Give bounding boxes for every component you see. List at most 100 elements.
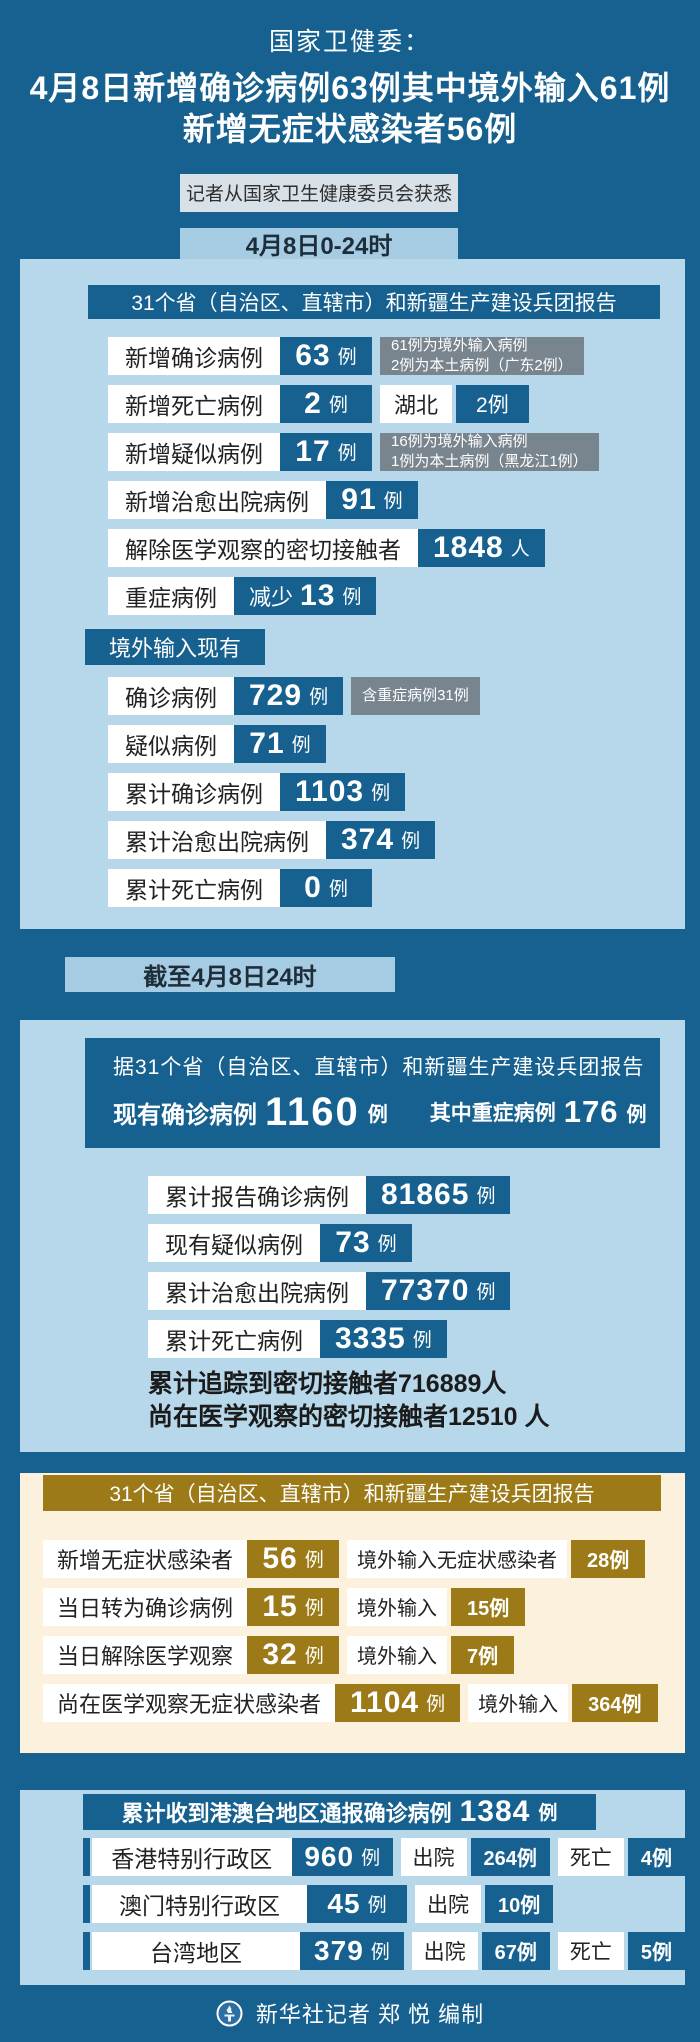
imported-existing-label: 境外输入现有 (85, 628, 265, 665)
row-value-box: 45 例 (307, 1884, 407, 1923)
row-note-line: 16例为境外输入病例 (391, 433, 528, 451)
row-value-box: 960 例 (291, 1837, 393, 1876)
row-value-box: 374 例 (326, 820, 436, 859)
severe-cases-unit: 例 (626, 1103, 647, 1126)
cumulative-summary-box: 据31个省（自治区、直辖市）和新疆生产建设兵团报告 现有确诊病例 1160 例 … (85, 1037, 660, 1148)
row-value-unit: 例 (370, 1942, 390, 1964)
stat-row: 解除医学观察的密切接触者 1848 人 (108, 528, 685, 567)
tab-cumulative: 截至4月8日24时 (65, 956, 395, 992)
row-value-unit: 例 (361, 1848, 381, 1870)
daily-report-header: 31个省（自治区、直辖市）和新疆生产建设兵团报告 (88, 284, 660, 319)
row-value-unit: 例 (291, 735, 311, 757)
stat-row: 新增疑似病例 17 例 16例为境外输入病例 1例为本土病例（黑龙江1例） (108, 432, 685, 471)
stat-row: 疑似病例 71 例 (108, 724, 685, 763)
stat-row: 澳门特别行政区 45 例 出院 10例 (83, 1884, 685, 1923)
stat-row: 当日解除医学观察 32 例 境外输入 7例 (43, 1635, 685, 1674)
header-section: 国家卫健委： 4月8日新增确诊病例63例其中境外输入61例 新增无症状感染者56… (0, 0, 700, 212)
footer: 新华社记者 郑 悦 编制 (0, 1985, 700, 2042)
row-region-label: 香港特别行政区 (91, 1837, 292, 1876)
row-note: 含重症病例31例 (351, 676, 480, 715)
row-label: 累计治愈出院病例 (148, 1271, 366, 1310)
row-value-box: 56 例 (247, 1539, 340, 1578)
panel-hmt: 累计收到港澳台地区通报确诊病例 1384 例 香港特别行政区 960 例出院 264例… (20, 1789, 686, 1985)
contact-traced-line: 累计追踪到密切接触者716889人 (148, 1369, 507, 1398)
xinhua-logo-icon (216, 2000, 243, 2027)
row-value-unit: 例 (476, 1186, 496, 1208)
hmt-header: 累计收到港澳台地区通报确诊病例 1384 例 (83, 1793, 596, 1830)
stat-row: 香港特别行政区 960 例出院 264例 死亡 4例 (83, 1837, 686, 1876)
row-label: 现有疑似病例 (148, 1223, 320, 1262)
row-value-number: 73 (335, 1225, 371, 1259)
row-value-box: 17 例 (280, 432, 372, 471)
row-value-box: 1103 例 (280, 772, 406, 811)
stat-row: 新增死亡病例 2 例湖北 2例 (108, 384, 685, 423)
stat-row: 累计治愈出院病例 374 例 (108, 820, 685, 859)
discharged-value: 67例 (481, 1931, 550, 1970)
deaths-value: 4例 (627, 1837, 686, 1876)
deaths-label: 死亡 (557, 1837, 624, 1876)
row-label: 尚在医学观察无症状感染者 (43, 1683, 336, 1722)
stat-row: 累计死亡病例 3335 例 (148, 1319, 685, 1358)
row-value-prefix: 减少 (249, 584, 294, 610)
row-value-unit: 例 (371, 783, 391, 805)
row-value-number: 91 (341, 482, 377, 516)
row-imported-value: 7例 (451, 1635, 515, 1674)
row-value-box: 3335 例 (320, 1319, 447, 1358)
row-value-box: 15 例 (247, 1587, 340, 1626)
tab-daily: 4月8日0-24时 (180, 227, 458, 260)
row-value-number: 71 (249, 726, 285, 760)
row-value-number: 15 (262, 1589, 298, 1623)
row-value-number: 63 (295, 338, 331, 372)
existing-cases-unit: 例 (367, 1103, 388, 1126)
row-note-line: 含重症病例31例 (362, 687, 469, 705)
row-imported-value: 28例 (571, 1539, 646, 1578)
row-label: 累计报告确诊病例 (148, 1175, 366, 1214)
stat-row: 累计报告确诊病例 81865 例 (148, 1175, 685, 1214)
row-label: 确诊病例 (108, 676, 234, 715)
asymptomatic-rows: 新增无症状感染者 56 例境外输入无症状感染者 28例 当日转为确诊病例 15 例境外输入 1… (20, 1539, 685, 1722)
stat-row: 确诊病例 729 例 含重症病例31例 (108, 676, 685, 715)
row-label: 累计死亡病例 (108, 868, 280, 907)
row-value-number: 379 (314, 1934, 364, 1966)
row-note: 16例为境外输入病例 1例为本土病例（黑龙江1例） (380, 432, 599, 471)
row-value-unit: 例 (309, 687, 329, 709)
discharged-value: 10例 (485, 1884, 554, 1923)
row-value-number: 1848 (433, 530, 504, 564)
discharged-label: 出院 (400, 1837, 467, 1876)
stat-row: 尚在医学观察无症状感染者 1104 例境外输入 364例 (43, 1683, 685, 1722)
row-value-number: 2 (304, 386, 322, 420)
deaths-value: 5例 (627, 1931, 685, 1970)
existing-cases-value: 1160 (265, 1089, 360, 1134)
row-value-unit: 例 (337, 347, 357, 369)
contact-tracing-lines: 累计追踪到密切接触者716889人 尚在医学观察的密切接触者12510 人 (148, 1368, 685, 1434)
row-label: 新增死亡病例 (108, 384, 280, 423)
row-value-number: 56 (262, 1541, 298, 1575)
row-imported-label: 境外输入 (468, 1683, 569, 1722)
existing-cases-label: 现有确诊病例 (113, 1101, 257, 1129)
row-value-number: 45 (327, 1887, 361, 1919)
row-value-box: 73 例 (320, 1223, 412, 1262)
row-label: 累计确诊病例 (108, 772, 280, 811)
stat-row: 新增治愈出院病例 91 例 (108, 480, 685, 519)
row-region-label: 澳门特别行政区 (92, 1884, 307, 1923)
row-label: 累计治愈出院病例 (108, 820, 326, 859)
stat-row: 累计治愈出院病例 77370 例 (148, 1271, 685, 1310)
hmt-header-value: 1384 (459, 1794, 531, 1828)
stat-row: 新增无症状感染者 56 例 境外输入无症状感染者 28例 (43, 1539, 685, 1578)
row-label: 新增确诊病例 (108, 336, 280, 375)
row-region-label: 台湾地区 (91, 1931, 301, 1970)
stat-row: 重症病例 减少 13 例 (108, 576, 685, 615)
row-value-unit: 例 (367, 1895, 387, 1917)
row-label: 当日解除医学观察 (43, 1635, 248, 1674)
deaths-label: 死亡 (557, 1931, 624, 1970)
row-value-number: 1103 (295, 774, 365, 808)
row-value-number: 13 (300, 578, 336, 612)
row-value-number: 374 (341, 822, 395, 856)
row-label: 疑似病例 (108, 724, 234, 763)
row-imported-label: 境外输入无症状感染者 (347, 1539, 568, 1578)
hmt-header-label: 累计收到港澳台地区通报确诊病例 (121, 1800, 452, 1826)
row-value-unit: 例 (412, 1330, 432, 1352)
row-value-unit: 例 (383, 491, 403, 513)
row-value-unit: 例 (337, 443, 357, 465)
